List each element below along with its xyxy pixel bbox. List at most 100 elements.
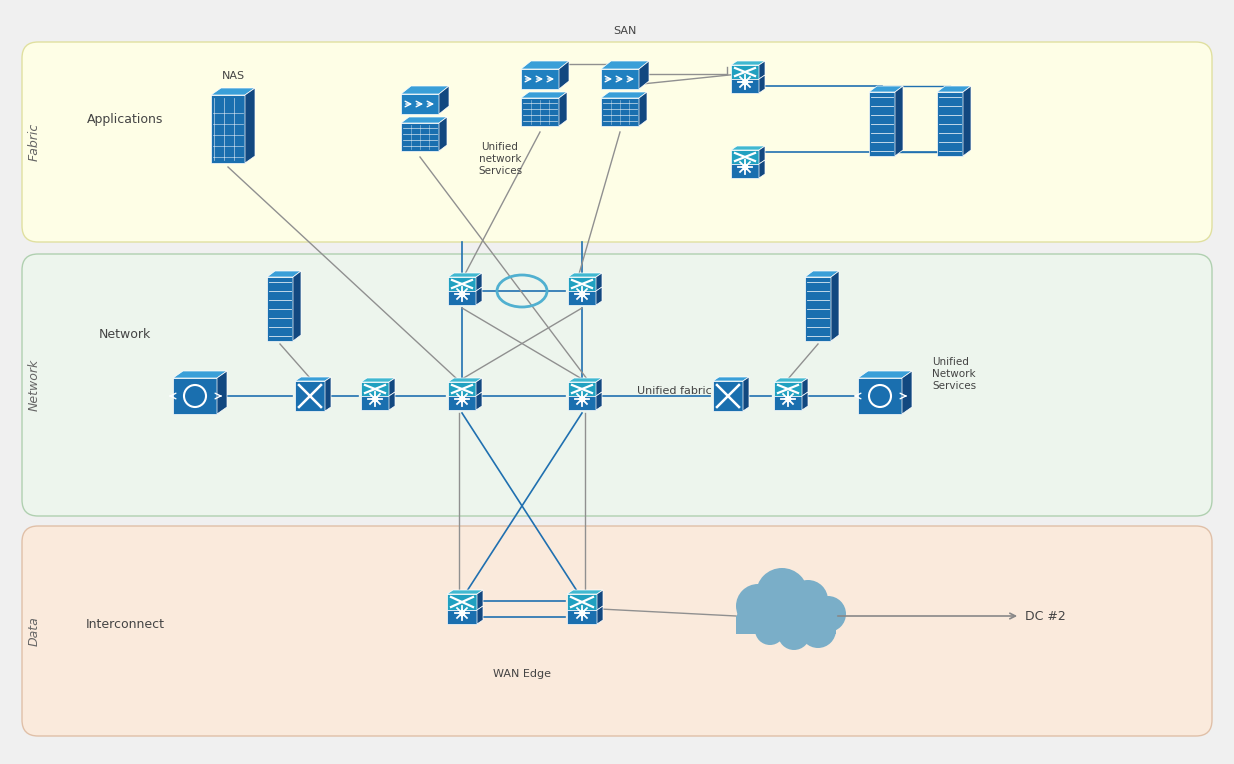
Polygon shape xyxy=(476,378,482,396)
FancyBboxPatch shape xyxy=(731,79,759,93)
Polygon shape xyxy=(596,378,602,396)
Polygon shape xyxy=(596,392,602,410)
Polygon shape xyxy=(601,92,647,98)
FancyBboxPatch shape xyxy=(566,610,597,624)
Text: Fabric: Fabric xyxy=(27,123,41,161)
FancyBboxPatch shape xyxy=(937,92,963,156)
Polygon shape xyxy=(759,75,765,93)
Polygon shape xyxy=(895,86,903,156)
Polygon shape xyxy=(476,287,482,305)
Text: Unified fabric: Unified fabric xyxy=(637,386,712,396)
FancyBboxPatch shape xyxy=(267,277,292,341)
Polygon shape xyxy=(292,271,301,341)
Polygon shape xyxy=(568,273,602,277)
FancyBboxPatch shape xyxy=(774,396,802,410)
Polygon shape xyxy=(774,378,808,382)
FancyBboxPatch shape xyxy=(401,94,439,114)
FancyBboxPatch shape xyxy=(566,594,597,610)
FancyBboxPatch shape xyxy=(173,378,217,414)
Text: SAN: SAN xyxy=(613,26,637,36)
Polygon shape xyxy=(439,117,447,151)
Polygon shape xyxy=(963,86,971,156)
FancyBboxPatch shape xyxy=(211,95,246,163)
Polygon shape xyxy=(601,61,649,69)
Text: NAS: NAS xyxy=(221,71,244,81)
Polygon shape xyxy=(448,273,482,277)
Polygon shape xyxy=(596,273,602,291)
Polygon shape xyxy=(902,371,912,414)
FancyBboxPatch shape xyxy=(521,98,559,126)
Polygon shape xyxy=(597,590,603,610)
Polygon shape xyxy=(759,61,765,79)
Polygon shape xyxy=(478,590,482,610)
FancyBboxPatch shape xyxy=(601,98,639,126)
Polygon shape xyxy=(401,86,449,94)
Polygon shape xyxy=(731,61,765,65)
Polygon shape xyxy=(566,590,603,594)
Polygon shape xyxy=(521,61,569,69)
Text: Network: Network xyxy=(27,359,41,411)
FancyBboxPatch shape xyxy=(858,378,902,414)
Polygon shape xyxy=(759,146,765,164)
Polygon shape xyxy=(401,117,447,123)
Polygon shape xyxy=(805,271,839,277)
FancyBboxPatch shape xyxy=(362,382,389,396)
Polygon shape xyxy=(476,273,482,291)
Polygon shape xyxy=(858,371,912,378)
FancyBboxPatch shape xyxy=(869,92,895,156)
FancyBboxPatch shape xyxy=(362,396,389,410)
Polygon shape xyxy=(267,271,301,277)
Text: Data: Data xyxy=(27,616,41,646)
FancyBboxPatch shape xyxy=(601,69,639,89)
Circle shape xyxy=(789,580,828,620)
Circle shape xyxy=(810,596,847,632)
Text: DC #2: DC #2 xyxy=(1025,610,1066,623)
Polygon shape xyxy=(639,61,649,89)
Polygon shape xyxy=(295,377,331,381)
Text: WAN Edge: WAN Edge xyxy=(494,669,552,679)
Circle shape xyxy=(755,615,785,645)
FancyBboxPatch shape xyxy=(774,382,802,396)
Text: Applications: Applications xyxy=(86,112,163,125)
FancyBboxPatch shape xyxy=(805,277,830,341)
Polygon shape xyxy=(597,606,603,624)
Circle shape xyxy=(800,612,835,648)
FancyBboxPatch shape xyxy=(22,526,1212,736)
Polygon shape xyxy=(447,590,482,594)
Polygon shape xyxy=(389,378,395,396)
Polygon shape xyxy=(937,86,971,92)
Text: Interconnect: Interconnect xyxy=(85,617,164,630)
Polygon shape xyxy=(389,392,395,410)
FancyBboxPatch shape xyxy=(448,291,476,305)
FancyBboxPatch shape xyxy=(731,150,759,164)
Circle shape xyxy=(735,606,764,634)
Polygon shape xyxy=(596,287,602,305)
Polygon shape xyxy=(559,92,566,126)
FancyBboxPatch shape xyxy=(401,123,439,151)
FancyBboxPatch shape xyxy=(295,381,325,411)
FancyBboxPatch shape xyxy=(731,65,759,79)
Polygon shape xyxy=(802,392,808,410)
Circle shape xyxy=(735,584,780,628)
Circle shape xyxy=(777,618,810,650)
FancyBboxPatch shape xyxy=(713,381,743,411)
Polygon shape xyxy=(713,377,749,381)
Text: Unified
Network
Services: Unified Network Services xyxy=(932,358,976,390)
Polygon shape xyxy=(759,160,765,178)
Polygon shape xyxy=(731,146,765,150)
FancyBboxPatch shape xyxy=(448,396,476,410)
Polygon shape xyxy=(521,92,566,98)
Polygon shape xyxy=(173,371,227,378)
Circle shape xyxy=(756,568,808,620)
Text: Network: Network xyxy=(99,328,151,341)
Polygon shape xyxy=(448,378,482,382)
Polygon shape xyxy=(246,88,255,163)
Polygon shape xyxy=(568,378,602,382)
Polygon shape xyxy=(362,378,395,382)
Polygon shape xyxy=(639,92,647,126)
FancyBboxPatch shape xyxy=(447,594,478,610)
FancyBboxPatch shape xyxy=(22,42,1212,242)
FancyBboxPatch shape xyxy=(568,291,596,305)
FancyBboxPatch shape xyxy=(22,254,1212,516)
FancyBboxPatch shape xyxy=(568,396,596,410)
